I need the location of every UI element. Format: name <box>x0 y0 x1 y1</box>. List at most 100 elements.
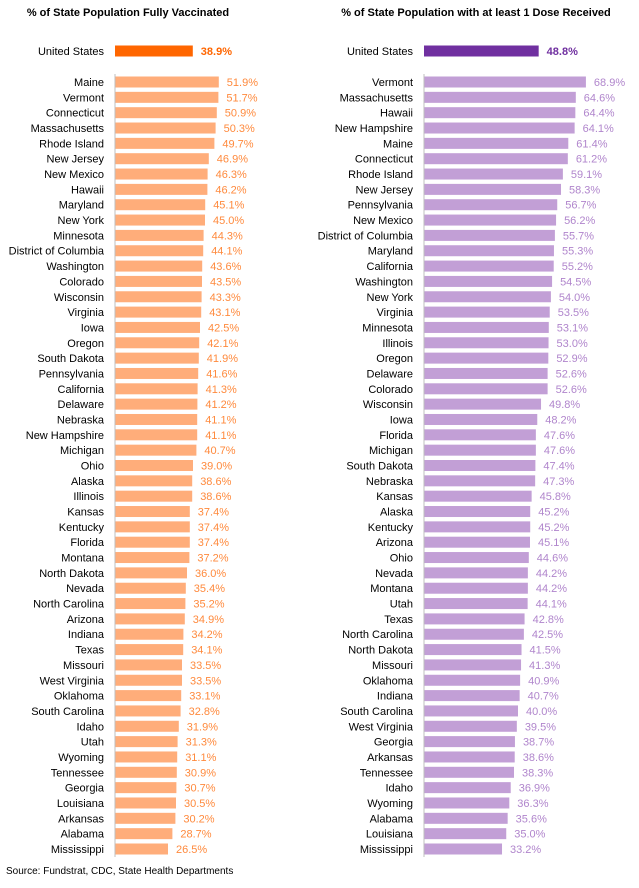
fully-vaccinated-bar <box>115 321 200 333</box>
first-dose-value-label: 36.9% <box>519 783 550 795</box>
first-dose-bar <box>424 812 508 824</box>
first-dose-bar <box>424 429 536 441</box>
fully-vaccinated-bar <box>115 383 198 395</box>
fully-vaccinated-category-label: West Virginia <box>40 675 105 687</box>
first-dose-value-label: 52.6% <box>556 384 587 396</box>
fully-vaccinated-bar <box>115 429 198 441</box>
fully-vaccinated-value-label: 37.4% <box>198 522 229 534</box>
first-dose-bar-us <box>424 45 539 57</box>
first-dose-bar <box>424 122 575 134</box>
first-dose-value-label: 44.2% <box>536 568 567 580</box>
fully-vaccinated-value-label: 39.0% <box>201 461 232 473</box>
first-dose-category-label: New Mexico <box>353 215 413 227</box>
fully-vaccinated-bar <box>115 690 182 702</box>
first-dose-value-label: 38.7% <box>523 737 554 749</box>
first-dose-value-label: 42.8% <box>533 614 564 626</box>
first-dose-value-label: 45.2% <box>538 522 569 534</box>
fully-vaccinated-category-label: Vermont <box>63 92 104 104</box>
first-dose-category-label: Wyoming <box>367 798 413 810</box>
fully-vaccinated-value-label: 34.9% <box>193 614 224 626</box>
fully-vaccinated-category-label: Kansas <box>67 507 104 519</box>
first-dose-category-label: Nevada <box>375 568 414 580</box>
first-dose-category-label: Kansas <box>376 491 413 503</box>
fully-vaccinated-bar <box>115 137 215 149</box>
fully-vaccinated-category-label: Georgia <box>65 783 105 795</box>
fully-vaccinated-category-label: Indiana <box>68 629 105 641</box>
fully-vaccinated-value-label: 38.6% <box>200 476 231 488</box>
fully-vaccinated-value-label: 46.3% <box>216 169 247 181</box>
first-dose-category-label: South Dakota <box>346 461 414 473</box>
fully-vaccinated-value-label: 43.3% <box>210 292 241 304</box>
first-dose-category-label: Alabama <box>370 813 414 825</box>
fully-vaccinated-value-label: 28.7% <box>180 829 211 841</box>
fully-vaccinated-bar <box>115 506 190 518</box>
fully-vaccinated-category-label: Idaho <box>76 721 104 733</box>
fully-vaccinated-category-label: District of Columbia <box>9 246 105 258</box>
fully-vaccinated-value-label: 51.7% <box>226 92 257 104</box>
first-dose-bar <box>424 137 569 149</box>
fully-vaccinated-value-label: 41.9% <box>207 353 238 365</box>
fully-vaccinated-category-label: Connecticut <box>46 108 104 120</box>
first-dose-bar <box>424 552 529 564</box>
first-dose-bar <box>424 306 550 318</box>
first-dose-bar <box>424 91 576 103</box>
first-dose-category-label: Nebraska <box>366 476 414 488</box>
fully-vaccinated-bar <box>115 107 217 119</box>
fully-vaccinated-value-label: 36.0% <box>195 568 226 580</box>
fully-vaccinated-value-label: 33.1% <box>189 691 220 703</box>
fully-vaccinated-value-label: 31.1% <box>185 752 216 764</box>
first-dose-bar <box>424 843 503 855</box>
fully-vaccinated-bar <box>115 260 203 272</box>
fully-vaccinated-value-label: 30.5% <box>184 798 215 810</box>
fully-vaccinated-bar <box>115 367 199 379</box>
first-dose-category-label: Pennsylvania <box>348 200 414 212</box>
fully-vaccinated-bar <box>115 720 179 732</box>
first-dose-value-label: 45.2% <box>538 507 569 519</box>
fully-vaccinated-value-label: 43.6% <box>210 261 241 273</box>
first-dose-value-label: 47.4% <box>543 461 574 473</box>
first-dose-bar <box>424 828 507 840</box>
first-dose-bar <box>424 797 510 809</box>
fully-vaccinated-category-label: Texas <box>75 645 104 657</box>
first-dose-value-label: 48.8% <box>547 46 578 58</box>
first-dose-value-label: 64.1% <box>583 123 614 135</box>
fully-vaccinated-bar <box>115 444 197 456</box>
first-dose-value-label: 48.2% <box>545 414 576 426</box>
first-dose-value-label: 53.1% <box>557 322 588 334</box>
fully-vaccinated-bar <box>115 812 176 824</box>
first-dose-bar <box>424 705 518 717</box>
first-dose-bar <box>424 690 520 702</box>
first-dose-value-label: 41.3% <box>529 660 560 672</box>
fully-vaccinated-category-label: Ohio <box>81 461 104 473</box>
fully-vaccinated-category-label: Florida <box>70 537 105 549</box>
first-dose-bar <box>424 444 536 456</box>
first-dose-category-label: Hawaii <box>380 108 413 120</box>
fully-vaccinated-bar <box>115 613 185 625</box>
first-dose-category-label: California <box>367 261 414 273</box>
fully-vaccinated-category-label: Washington <box>46 261 104 273</box>
first-dose-bar <box>424 567 528 579</box>
first-dose-value-label: 61.2% <box>576 154 607 166</box>
first-dose-bar <box>424 613 525 625</box>
first-dose-category-label: Illinois <box>382 338 413 350</box>
fully-vaccinated-category-label: Virginia <box>68 307 105 319</box>
fully-vaccinated-bar <box>115 76 219 88</box>
fully-vaccinated-value-label: 26.5% <box>176 844 207 856</box>
fully-vaccinated-category-label: Wyoming <box>58 752 104 764</box>
fully-vaccinated-bar <box>115 582 186 594</box>
first-dose-bar <box>424 506 531 518</box>
first-dose-value-label: 47.6% <box>544 445 575 457</box>
fully-vaccinated-bar <box>115 413 198 425</box>
fully-vaccinated-bar <box>115 183 208 195</box>
first-dose-bar <box>424 598 528 610</box>
first-dose-value-label: 47.3% <box>543 476 574 488</box>
first-dose-bar <box>424 367 548 379</box>
fully-vaccinated-bar <box>115 352 199 364</box>
fully-vaccinated-category-label: Louisiana <box>57 798 105 810</box>
first-dose-category-label: Colorado <box>368 384 413 396</box>
first-dose-category-label: Missouri <box>372 660 413 672</box>
fully-vaccinated-bar <box>115 782 177 794</box>
first-dose-category-label: Massachusetts <box>340 92 414 104</box>
fully-vaccinated-category-label: Alaska <box>71 476 105 488</box>
fully-vaccinated-category-label: Colorado <box>59 276 104 288</box>
